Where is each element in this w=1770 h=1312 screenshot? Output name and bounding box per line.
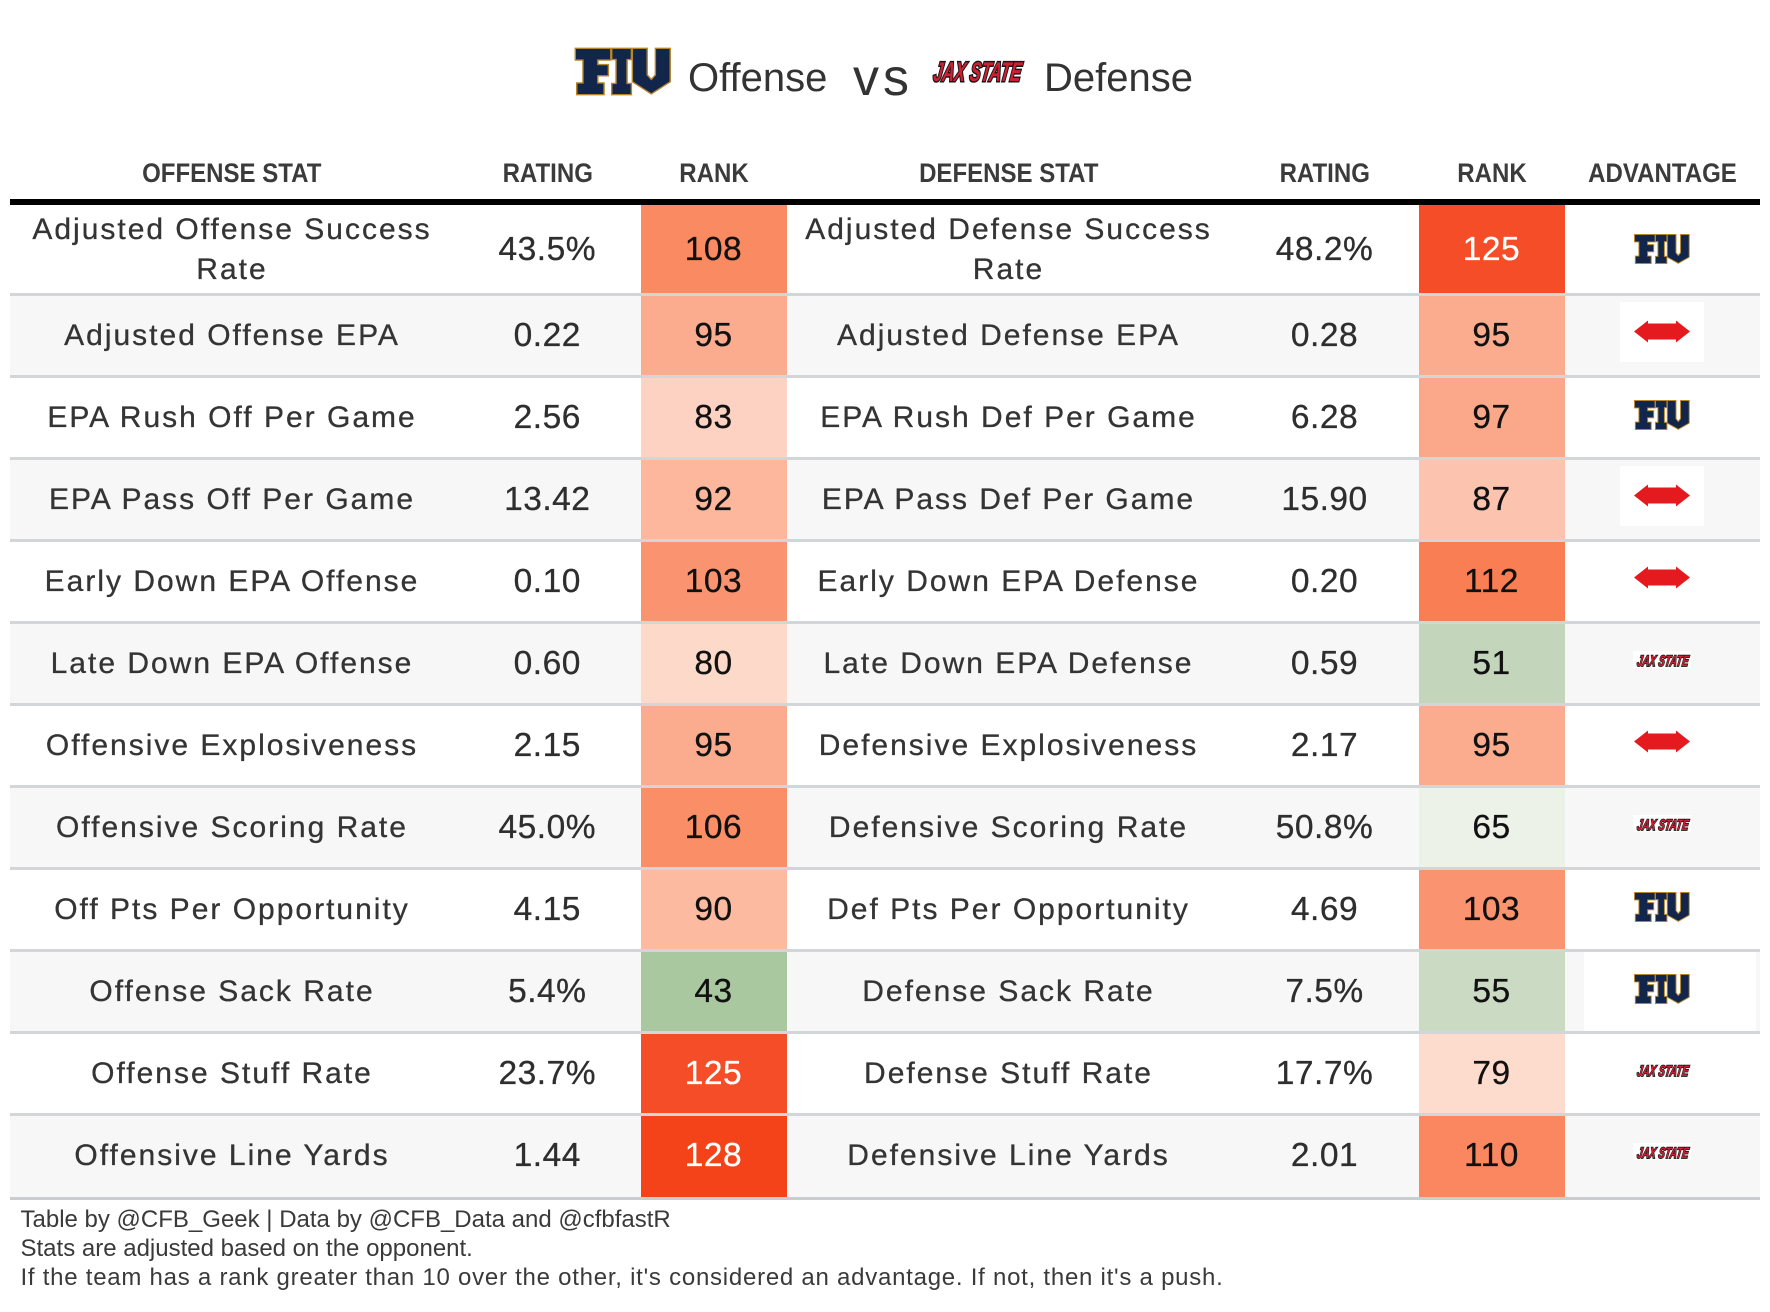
- svg-text:JAX STATE: JAX STATE: [1636, 1061, 1691, 1079]
- svg-text:JAX STATE: JAX STATE: [1636, 815, 1691, 833]
- svg-text:JAX STATE: JAX STATE: [1636, 651, 1691, 669]
- svg-text:JAX STATE: JAX STATE: [932, 57, 1025, 87]
- svg-text:JAX STATE: JAX STATE: [1636, 1143, 1691, 1161]
